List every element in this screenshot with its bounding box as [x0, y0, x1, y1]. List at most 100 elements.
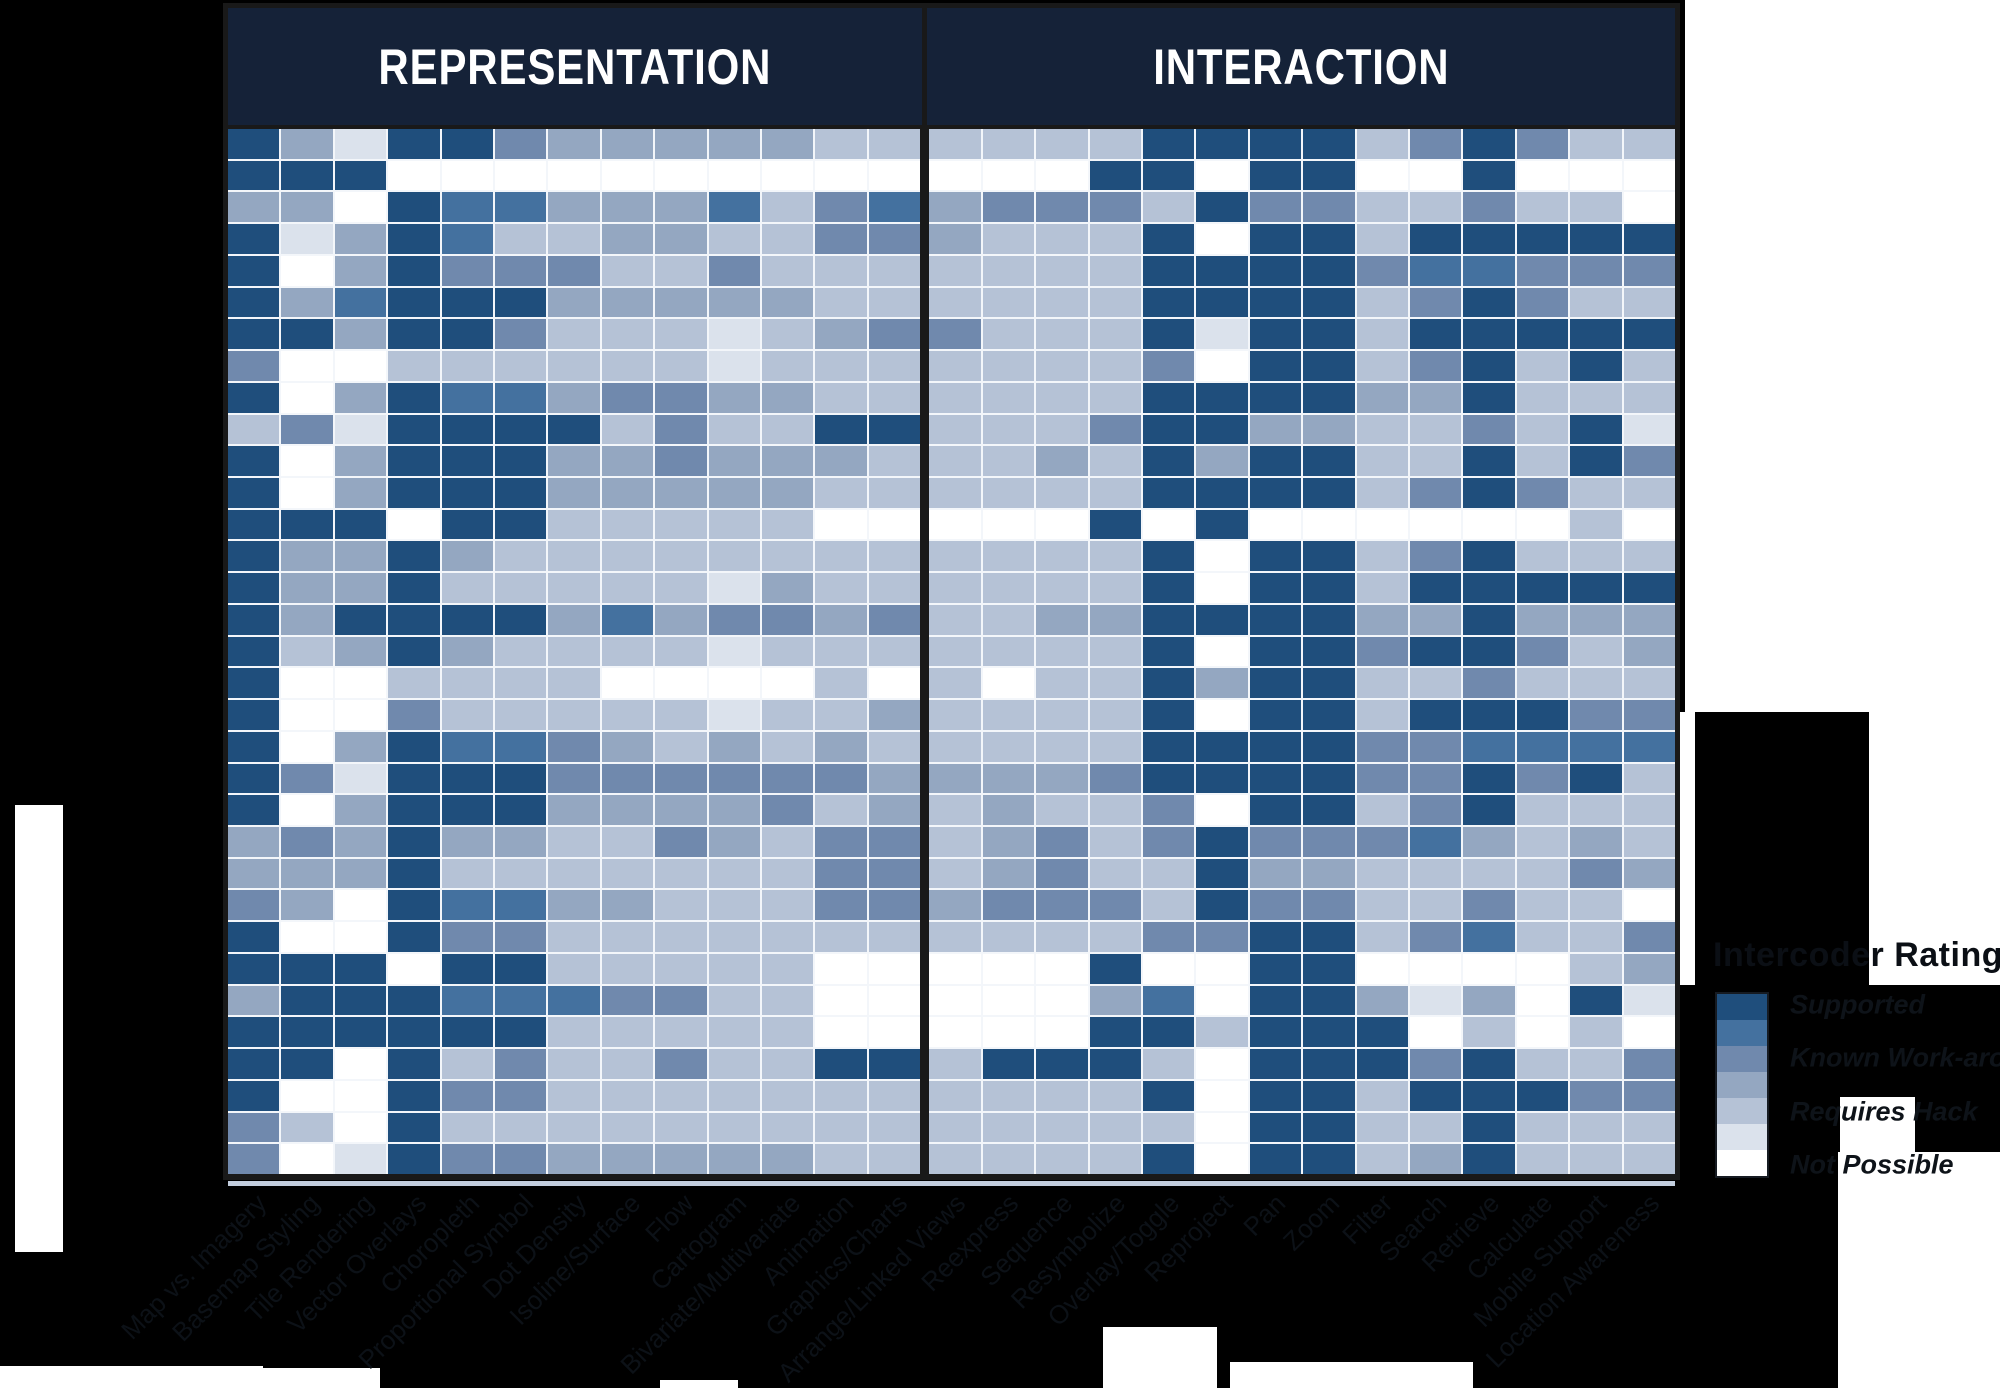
heatmap-cell: [1463, 636, 1515, 667]
heatmap-cell: [1409, 890, 1462, 921]
heatmap-cell: [388, 414, 440, 445]
heatmap-cell: [1623, 477, 1675, 508]
heatmap-cell: [1142, 129, 1195, 159]
heatmap-cell: [1196, 826, 1248, 857]
heatmap-cell: [1409, 1017, 1462, 1048]
heatmap-cell: [334, 414, 387, 445]
heatmap-cell: [1249, 541, 1302, 572]
heatmap-cell: [708, 192, 761, 223]
heatmap-cell: [762, 700, 814, 730]
heatmap-cell: [281, 1144, 333, 1174]
heatmap-cell: [708, 985, 761, 1016]
heatmap-cell: [1570, 953, 1622, 984]
heatmap-cell: [228, 573, 280, 603]
heatmap-cell: [548, 763, 600, 794]
heatmap-cell: [708, 160, 761, 191]
heatmap-cell: [708, 573, 761, 603]
heatmap-cell: [1196, 255, 1248, 286]
heatmap-cell: [1249, 604, 1302, 635]
heatmap-cell: [982, 224, 1035, 254]
heatmap-cell: [982, 255, 1035, 286]
heatmap-cell: [1303, 795, 1355, 825]
heatmap-cell: [1142, 858, 1195, 889]
heatmap-cell: [655, 922, 707, 952]
heatmap-cell: [982, 1080, 1035, 1111]
heatmap-cell: [601, 287, 654, 318]
heatmap-cell: [762, 129, 814, 159]
heatmap-cell: [1409, 604, 1462, 635]
heatmap-cell: [1303, 414, 1355, 445]
heatmap-cell: [601, 351, 654, 381]
heatmap-cell: [388, 319, 440, 350]
heatmap-cell: [441, 922, 494, 952]
heatmap-cell: [1463, 700, 1515, 730]
heatmap-cell: [388, 573, 440, 603]
heatmap-cell: [1036, 1080, 1088, 1111]
heatmap-cell: [1196, 129, 1248, 159]
heatmap-cell: [1623, 700, 1675, 730]
heatmap-cell: [1089, 763, 1141, 794]
heatmap-cell: [708, 826, 761, 857]
heatmap-cell: [1142, 541, 1195, 572]
heatmap-cell: [228, 129, 280, 159]
heatmap-cell: [1036, 1144, 1088, 1174]
heatmap-cell: [495, 795, 547, 825]
heatmap-cell: [388, 700, 440, 730]
heatmap-cell: [868, 541, 921, 572]
heatmap-cell: [1516, 636, 1569, 667]
heatmap-cell: [1356, 129, 1408, 159]
heatmap-cell: [1089, 129, 1141, 159]
heatmap-cell: [388, 287, 440, 318]
heatmap-cell: [495, 763, 547, 794]
heatmap-cell: [281, 1017, 333, 1048]
heatmap-cell: [1142, 890, 1195, 921]
heatmap-cell: [334, 1080, 387, 1111]
heatmap-cell: [1409, 668, 1462, 699]
heatmap-cell: [495, 1017, 547, 1048]
heatmap-cell: [334, 160, 387, 191]
heatmap-cell: [1036, 922, 1088, 952]
heatmap-cell: [929, 287, 981, 318]
heatmap-cell: [1516, 1112, 1569, 1143]
heatmap-cell: [495, 700, 547, 730]
heatmap-cell: [815, 668, 867, 699]
heatmap-cell: [441, 573, 494, 603]
heatmap-cell: [1409, 129, 1462, 159]
heatmap-cell: [334, 826, 387, 857]
heatmap-cell: [495, 731, 547, 762]
heatmap-cell: [1409, 382, 1462, 413]
heatmap-cell: [982, 922, 1035, 952]
background-artifact: [1103, 1327, 1217, 1388]
heatmap-cell: [281, 668, 333, 699]
heatmap-cell: [1196, 160, 1248, 191]
heatmap-cell: [495, 414, 547, 445]
heatmap-cell: [982, 477, 1035, 508]
heatmap-cell: [441, 224, 494, 254]
heatmap-cell: [1036, 351, 1088, 381]
heatmap-cell: [1249, 509, 1302, 540]
heatmap-cell: [929, 826, 981, 857]
legend-swatch: [1717, 994, 1767, 1020]
heatmap-cell: [1142, 192, 1195, 223]
heatmap-cell: [982, 541, 1035, 572]
heatmap-cell: [441, 351, 494, 381]
heatmap-cell: [334, 319, 387, 350]
heatmap-cell: [1623, 604, 1675, 635]
heatmap-cell: [334, 573, 387, 603]
heatmap-cell: [388, 1080, 440, 1111]
heatmap-cell: [815, 351, 867, 381]
heatmap-cell: [1089, 731, 1141, 762]
heatmap-cell: [281, 287, 333, 318]
heatmap-cell: [708, 1080, 761, 1111]
heatmap-cell: [1196, 668, 1248, 699]
heatmap-cell: [1249, 477, 1302, 508]
heatmap-cell: [1142, 604, 1195, 635]
heatmap-cell: [762, 826, 814, 857]
heatmap-cell: [441, 446, 494, 476]
heatmap-cell: [1036, 826, 1088, 857]
heatmap-cell: [1196, 319, 1248, 350]
heatmap-cell: [1303, 953, 1355, 984]
heatmap-cell: [228, 668, 280, 699]
heatmap-cell: [281, 351, 333, 381]
heatmap-cell: [815, 160, 867, 191]
